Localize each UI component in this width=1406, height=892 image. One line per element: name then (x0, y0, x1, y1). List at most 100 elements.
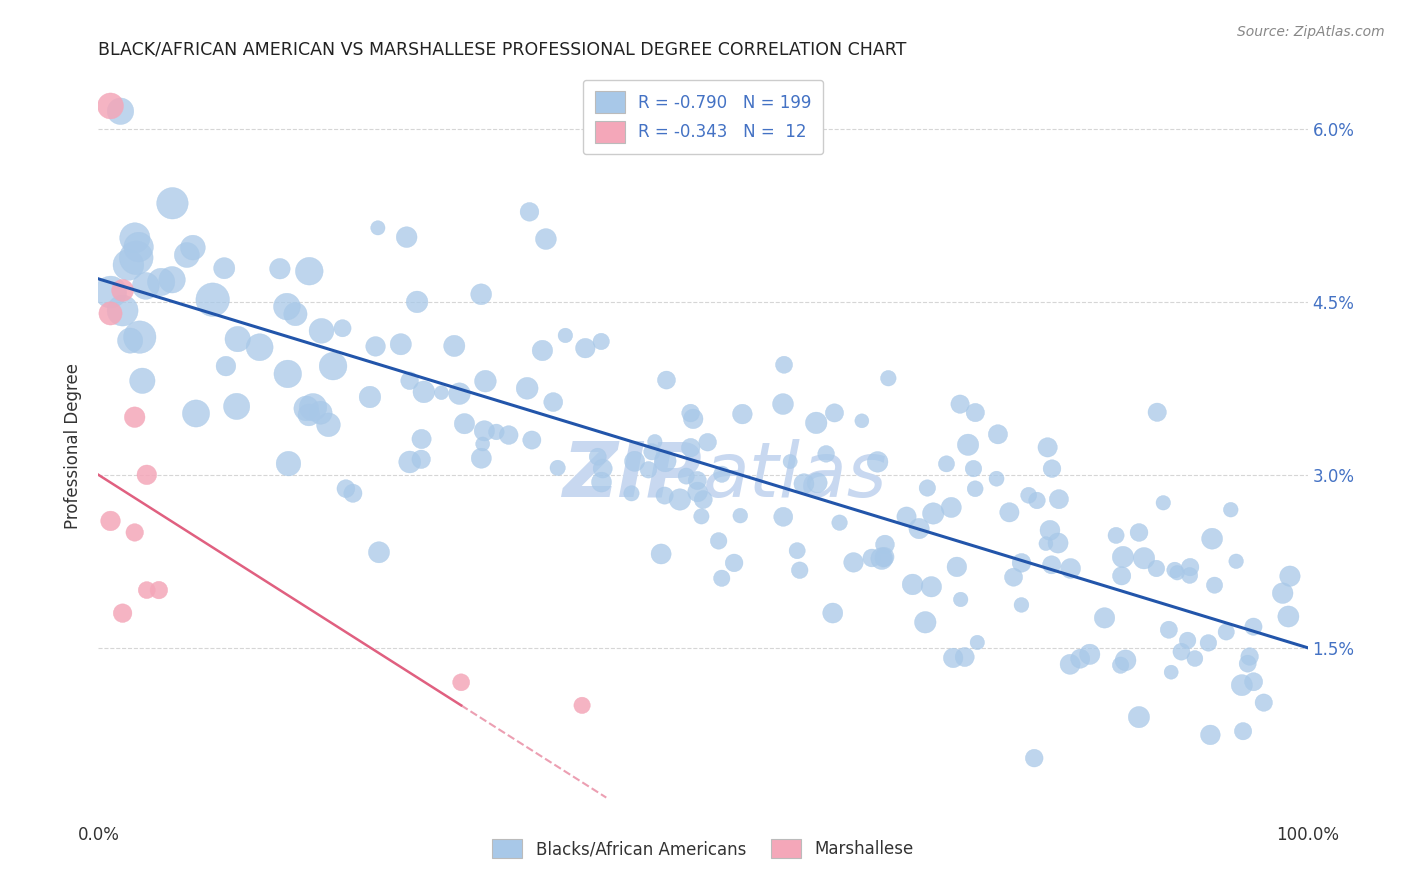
Point (1036, 441, 1059, 455)
Point (519, 204, 541, 219)
Point (692, 492, 714, 507)
Point (135, 467, 157, 482)
Point (125, 251, 148, 265)
Point (443, 339, 465, 353)
Point (860, 551, 883, 566)
Point (815, 447, 838, 461)
Point (851, 414, 873, 428)
Point (773, 358, 796, 372)
Point (1128, 710, 1150, 724)
Point (920, 580, 942, 594)
Point (1018, 488, 1040, 502)
Point (249, 340, 271, 354)
Point (276, 300, 298, 314)
Point (1177, 633, 1199, 648)
Point (962, 461, 984, 475)
Point (1069, 651, 1091, 665)
Point (655, 373, 678, 387)
Point (872, 552, 894, 566)
Point (873, 549, 896, 564)
Point (949, 592, 972, 607)
Point (1011, 556, 1033, 570)
Point (226, 332, 249, 346)
Point (160, 273, 183, 287)
Point (896, 509, 918, 524)
Point (128, 330, 150, 344)
Point (531, 343, 554, 358)
Point (516, 381, 538, 395)
Point (474, 374, 496, 388)
Legend: Blacks/African Americans, Marshallese: Blacks/African Americans, Marshallese (485, 832, 921, 864)
Point (453, 417, 475, 431)
Text: Source: ZipAtlas.com: Source: ZipAtlas.com (1237, 25, 1385, 39)
Point (398, 374, 420, 388)
Point (100, 514, 122, 528)
Point (470, 287, 492, 301)
Point (100, 306, 122, 320)
Point (117, 258, 139, 272)
Point (1199, 728, 1222, 742)
Point (654, 454, 676, 468)
Point (1040, 461, 1063, 475)
Point (470, 451, 492, 466)
Point (135, 583, 157, 598)
Y-axis label: Professional Degree: Professional Degree (65, 363, 83, 529)
Point (1164, 563, 1187, 577)
Point (1039, 524, 1062, 538)
Point (1144, 561, 1167, 575)
Point (111, 606, 134, 620)
Point (935, 457, 957, 471)
Point (922, 507, 945, 521)
Point (953, 650, 976, 665)
Point (941, 500, 963, 515)
Point (212, 261, 235, 276)
Point (277, 367, 299, 381)
Point (302, 401, 325, 415)
Point (821, 606, 844, 620)
Point (806, 416, 828, 430)
Point (124, 231, 146, 245)
Point (1010, 598, 1032, 612)
Point (696, 435, 718, 450)
Point (201, 293, 224, 307)
Point (332, 321, 354, 335)
Point (591, 334, 613, 349)
Point (1197, 636, 1219, 650)
Point (1253, 696, 1275, 710)
Point (322, 359, 344, 373)
Point (654, 489, 676, 503)
Point (1146, 405, 1168, 419)
Point (669, 492, 692, 507)
Point (277, 457, 299, 471)
Point (793, 476, 815, 491)
Point (150, 275, 173, 289)
Point (987, 427, 1010, 442)
Point (120, 334, 142, 348)
Point (176, 248, 198, 262)
Point (498, 428, 520, 442)
Point (730, 508, 752, 523)
Point (295, 401, 318, 416)
Point (225, 400, 247, 414)
Point (1243, 674, 1265, 689)
Point (574, 341, 596, 355)
Point (866, 455, 889, 469)
Point (965, 406, 987, 420)
Point (586, 450, 609, 464)
Point (547, 461, 569, 475)
Point (298, 408, 321, 422)
Point (946, 560, 969, 574)
Point (966, 635, 988, 649)
Point (298, 264, 321, 278)
Point (406, 294, 429, 309)
Point (986, 472, 1008, 486)
Point (641, 444, 664, 458)
Point (1109, 658, 1132, 673)
Point (772, 509, 794, 524)
Point (398, 455, 420, 469)
Point (1105, 528, 1128, 542)
Point (623, 454, 645, 468)
Point (124, 410, 146, 425)
Point (779, 454, 801, 468)
Point (472, 424, 495, 438)
